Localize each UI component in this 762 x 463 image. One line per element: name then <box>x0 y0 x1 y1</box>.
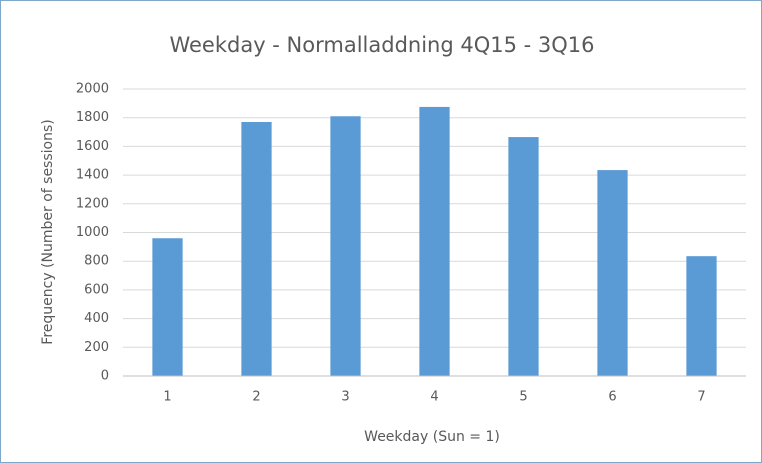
y-tick-label: 200 <box>84 340 109 355</box>
bar <box>419 106 450 376</box>
x-tick-label: 7 <box>697 390 705 405</box>
bar <box>597 170 628 376</box>
y-tick-label: 1000 <box>76 225 109 240</box>
chart-title: Weekday - Normalladdning 4Q15 - 3Q16 <box>169 33 594 57</box>
bar <box>686 256 717 376</box>
y-tick-label: 1400 <box>76 168 109 183</box>
x-tick-label: 4 <box>430 390 438 405</box>
bar <box>508 137 539 376</box>
y-tick-label: 800 <box>84 254 109 269</box>
x-tick-label: 5 <box>519 390 527 405</box>
x-tick-label: 2 <box>252 390 260 405</box>
y-tick-label: 600 <box>84 282 109 297</box>
y-tick-label: 2000 <box>76 82 109 97</box>
bar <box>241 122 272 376</box>
bar <box>152 238 183 376</box>
y-tick-label: 1600 <box>76 139 109 154</box>
y-axis-title: Frequency (Number of sessions) <box>40 119 56 344</box>
x-axis-title: Weekday (Sun = 1) <box>364 429 500 445</box>
y-tick-label: 1800 <box>76 110 109 125</box>
bar <box>330 116 361 376</box>
x-tick-label: 6 <box>608 390 616 405</box>
y-tick-label: 0 <box>101 369 109 384</box>
x-tick-label: 1 <box>163 390 171 405</box>
y-tick-label: 400 <box>84 311 109 326</box>
x-tick-label: 3 <box>341 390 349 405</box>
y-tick-label: 1200 <box>76 196 109 211</box>
